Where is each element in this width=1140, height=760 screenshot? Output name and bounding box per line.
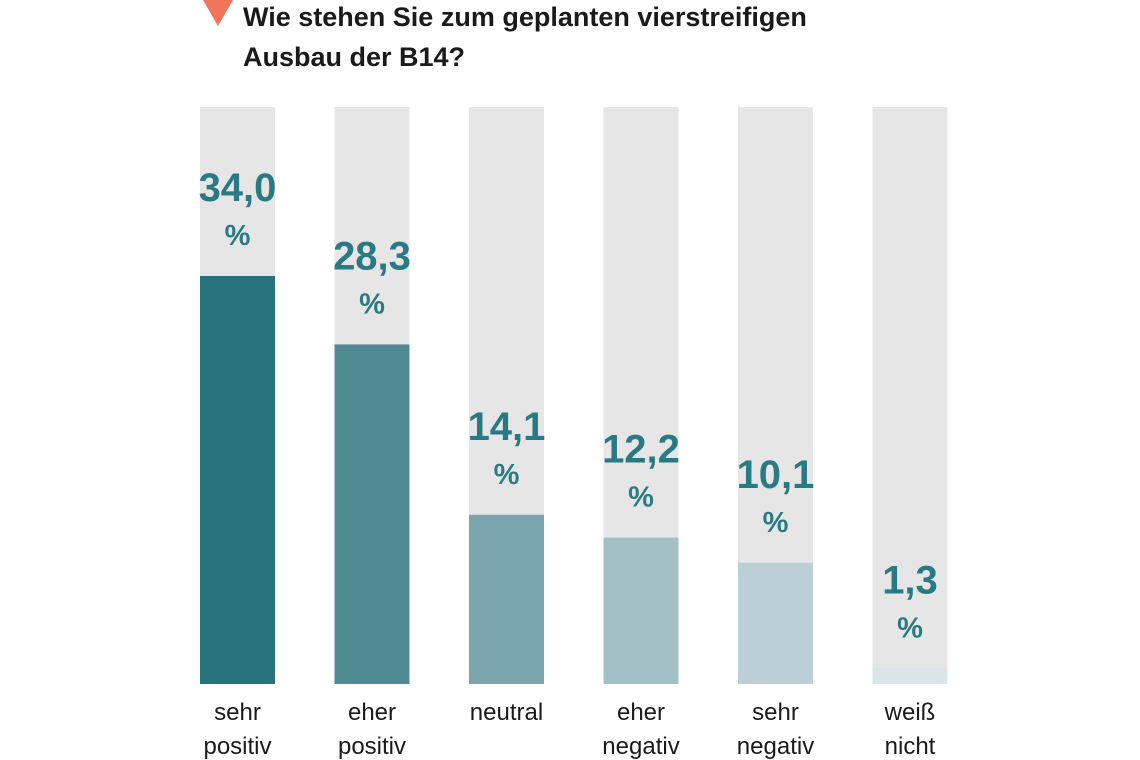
value-unit-label: % <box>897 612 923 644</box>
category-label: weiß <box>884 699 936 726</box>
value-label: 12,2 <box>602 428 680 472</box>
category-label: positiv <box>338 733 406 760</box>
category-label: sehr <box>752 699 799 726</box>
chart-title-line-1: Wie stehen Sie zum geplanten vierstreifi… <box>243 2 807 32</box>
value-label: 34,0 <box>199 166 277 210</box>
value-label: 1,3 <box>882 558 938 602</box>
category-label: nicht <box>885 733 936 760</box>
value-label: 14,1 <box>468 405 546 449</box>
value-unit-label: % <box>763 507 789 539</box>
chart-title-line-2: Ausbau der B14? <box>243 42 466 72</box>
bar-track <box>872 107 948 684</box>
category-label: positiv <box>203 733 271 760</box>
bar <box>200 276 275 684</box>
bar <box>334 344 410 684</box>
value-unit-label: % <box>225 220 251 252</box>
category-label: sehr <box>214 699 261 726</box>
bar <box>603 537 679 684</box>
triangle-marker-icon <box>203 0 233 26</box>
value-unit-label: % <box>628 482 654 514</box>
value-unit-label: % <box>494 459 520 491</box>
category-label: eher <box>348 699 396 726</box>
value-unit-label: % <box>359 288 385 320</box>
value-label: 10,1 <box>737 453 815 497</box>
category-label: eher <box>617 699 665 726</box>
bar <box>738 562 813 684</box>
bar <box>469 514 544 684</box>
category-label: negativ <box>602 733 679 760</box>
value-label: 28,3 <box>333 234 411 278</box>
bar <box>872 668 948 684</box>
category-label: negativ <box>737 733 814 760</box>
category-label: neutral <box>470 699 543 726</box>
